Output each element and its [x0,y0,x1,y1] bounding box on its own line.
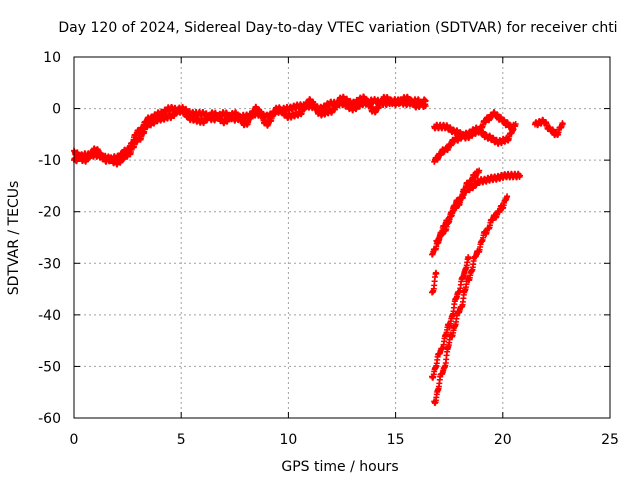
x-tick-label: 5 [177,432,186,448]
y-tick-label: 0 [52,102,61,118]
y-tick-label: 10 [43,50,61,66]
x-tick-label: 10 [279,432,297,448]
series-markers [532,116,566,139]
plot-frame [73,56,611,419]
y-tick-label: -40 [38,308,61,324]
x-tick-label: 25 [601,432,619,448]
series-markers [429,254,472,381]
y-tick-label: -30 [38,256,61,272]
x-tick-label: 0 [70,432,79,448]
series-arc-6 [429,269,440,296]
series-arc-5 [433,167,483,246]
series-markers [433,167,483,246]
x-axis-label: GPS time / hours [281,459,398,475]
y-tick-label: -50 [38,359,61,375]
series-arc-2 [431,121,519,165]
series-arc-7 [429,254,472,381]
y-tick-label: -10 [38,153,61,169]
series-markers [431,121,519,165]
y-axis-label: SDTVAR / TECUs [6,181,22,296]
chart-title: Day 120 of 2024, Sidereal Day-to-day VTE… [58,20,617,36]
x-tick-label: 20 [494,432,512,448]
series-markers [431,193,511,407]
series-markers [429,269,440,296]
y-tick-label: -60 [38,411,61,427]
series-arc-3 [532,116,566,139]
x-tick-label: 15 [387,432,405,448]
y-tick-label: -20 [38,205,61,221]
series-arc-8 [431,193,511,407]
